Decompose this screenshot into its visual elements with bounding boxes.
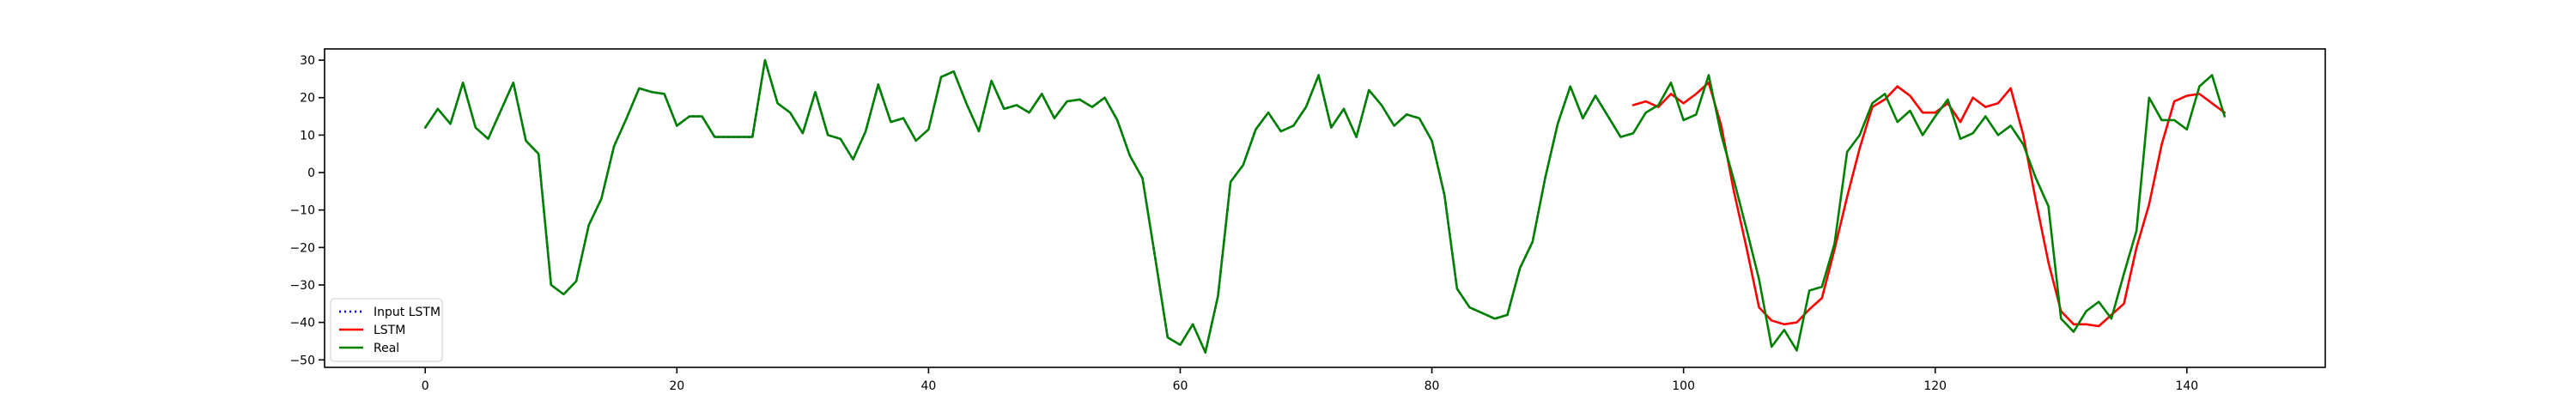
x-tick-label: 0: [422, 379, 429, 393]
y-tick-label: 10: [300, 129, 315, 142]
y-tick-label: −30: [289, 279, 315, 293]
y-tick-label: 0: [307, 167, 315, 180]
y-tick-label: 30: [300, 54, 315, 68]
x-tick-label: 60: [1173, 379, 1188, 393]
x-tick-label: 80: [1425, 379, 1440, 393]
legend-box: [330, 298, 443, 362]
x-tick-label: 40: [920, 379, 936, 393]
plot-area: [423, 58, 2227, 354]
y-axis: −50 −40 −30 −20 −10 0 10 20 30: [289, 54, 325, 367]
x-tick-label: 140: [2175, 379, 2198, 393]
legend-label: Real: [374, 342, 399, 355]
legend: Input LSTM LSTM Real: [330, 298, 443, 362]
y-tick-label: −50: [289, 354, 315, 367]
legend-label: Input LSTM: [374, 306, 440, 319]
series-line-real: [423, 58, 2227, 354]
y-tick-label: 20: [300, 92, 315, 106]
x-tick-label: 100: [1672, 379, 1695, 393]
y-tick-label: −20: [289, 241, 315, 255]
x-tick-label: 20: [669, 379, 684, 393]
legend-label: LSTM: [374, 324, 405, 337]
y-tick-label: −40: [289, 317, 315, 330]
series-line-input-lstm: [424, 58, 1622, 354]
y-tick-label: −10: [289, 204, 315, 218]
x-tick-label: 120: [1923, 379, 1947, 393]
axes-frame: [324, 48, 2326, 368]
x-axis: 0 20 40 60 80 100 120 140: [422, 367, 2198, 393]
series-line-lstm: [1631, 81, 2227, 328]
